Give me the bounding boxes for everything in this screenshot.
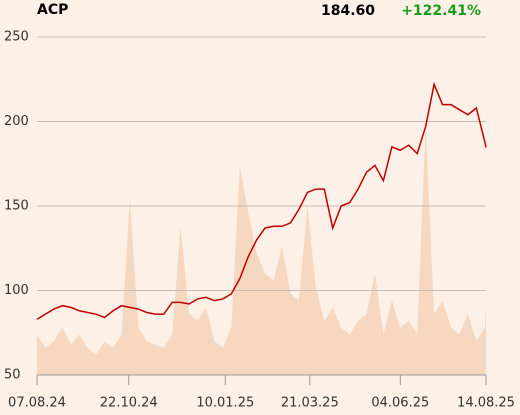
symbol: ACP [37,2,68,18]
volume-layer [37,124,486,375]
x-tick-label: 07.08.24 [8,396,66,411]
x-tick-label: 14.08.25 [457,396,515,411]
y-tick-label: 50 [4,368,21,383]
volume-area [37,124,486,375]
x-tick-label: 10.01.25 [196,396,254,411]
y-tick-label: 200 [4,114,29,129]
x-tick-label: 22.10.24 [100,396,158,411]
price-line [36,81,487,320]
x-tick-label: 21.03.25 [281,396,339,411]
y-tick-label: 150 [4,199,29,214]
x-tick-label: 04.06.25 [371,396,429,411]
y-tick-label: 100 [4,283,29,298]
change: +122.41% [401,3,481,19]
y-tick-label: 250 [4,30,29,45]
price: 184.60 [321,3,375,19]
